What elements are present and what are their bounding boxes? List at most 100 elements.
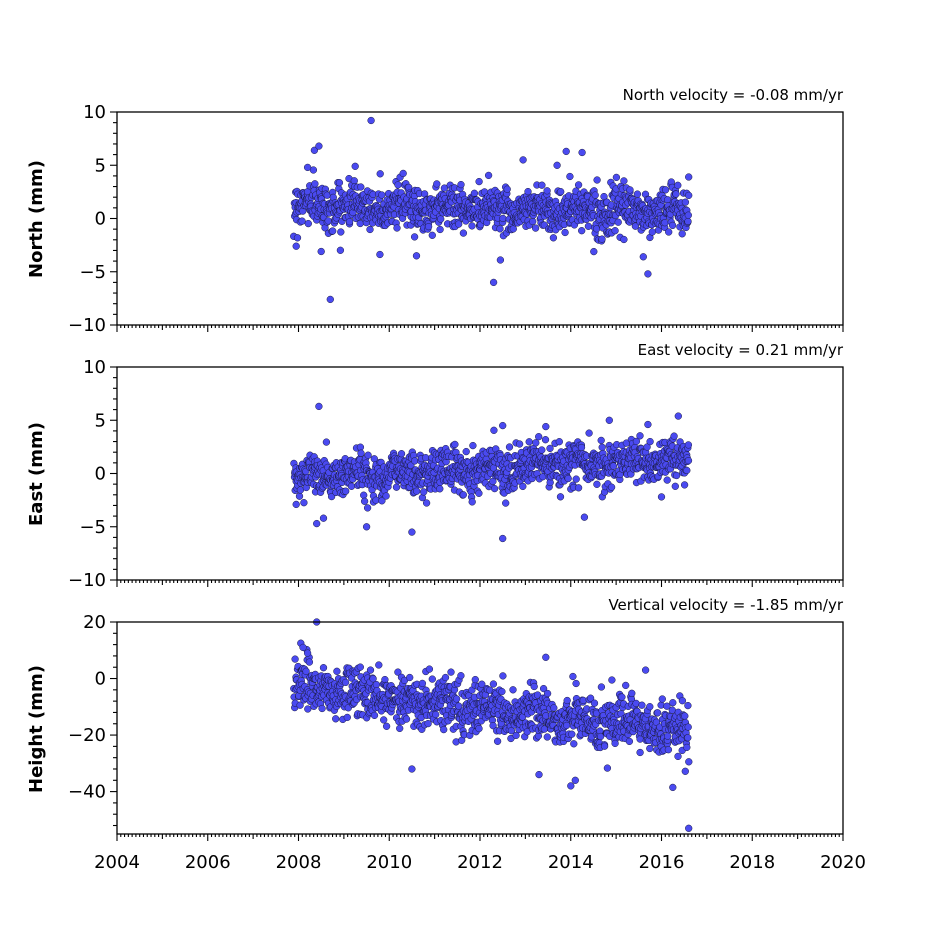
north-point [685,191,693,200]
height-point [406,673,414,682]
height-point [333,667,341,675]
east-point [469,441,477,450]
east-point [670,432,678,440]
north-point [357,183,365,191]
north-point [324,217,332,225]
height-point [475,724,483,733]
north-point [524,187,532,196]
east-point [413,487,421,495]
height-point [304,705,312,713]
north-point-outlier [644,270,652,278]
north-point [578,227,586,235]
east-point [475,489,483,497]
east-point [672,471,681,480]
height-point-outlier [641,666,650,674]
height-point [603,764,612,772]
north-ytick-label: −5 [79,262,106,283]
height-point [305,658,314,666]
height-point [441,673,450,682]
east-point [598,443,606,451]
north-point [549,234,558,242]
east-point-outlier [319,514,328,522]
north-point-outlier [519,156,527,164]
height-point [489,722,497,730]
east-point [632,437,641,446]
north-point [611,227,619,235]
height-point [380,716,388,724]
height-point [539,684,548,693]
height-point [684,734,692,742]
north-point-outlier [310,146,319,154]
east-point [609,462,618,470]
height-point [396,724,404,733]
north-point [437,215,445,223]
height-point [424,719,432,728]
height-point [489,680,498,688]
height-point [653,709,662,717]
height-point [681,712,689,720]
height-point-outlier [303,649,312,657]
east-point [684,441,693,449]
height-point [590,699,599,707]
height-point-outlier [571,776,579,784]
east-point-outlier [362,523,371,531]
east-point [327,492,336,501]
north-point-outlier [367,116,375,125]
east-point [532,439,540,447]
east-ytick-label: −10 [68,570,106,591]
north-point [593,176,601,184]
height-point [369,675,377,683]
east-x-axis [116,580,844,587]
height-point [646,703,654,711]
north-point [428,231,436,239]
height-point [509,686,517,694]
height-point [674,752,682,761]
north-point [620,235,628,244]
north-point [672,190,680,198]
north-point-outlier [639,253,647,261]
east-point [597,436,605,445]
north-point-outlier [489,278,498,287]
east-point [538,446,546,454]
height-point [563,721,571,730]
height-point [440,725,448,734]
north-axis-title: North (mm) [26,160,47,278]
height-point [572,679,580,688]
east-point [451,440,459,449]
height-point [646,744,654,753]
height-point [664,732,672,740]
north-point-outlier [685,173,693,181]
north-point [561,228,569,237]
height-panel: Vertical velocity = -1.85 mm/yr −40 −20 0 2… [26,596,866,873]
east-point [564,474,572,483]
north-point [345,218,354,226]
north-point [440,184,449,192]
north-point [457,180,465,189]
height-point [343,713,351,722]
north-point [626,186,634,194]
height-x-axis: 2004 2006 2008 2010 2012 2014 2016 2018 2020 [94,834,866,873]
height-point [452,695,461,703]
height-point [664,746,673,754]
north-point-outlier [315,142,323,150]
height-point [678,697,687,705]
east-point [459,491,467,499]
east-point [585,429,593,437]
east-velocity-label: East velocity = 0.21 mm/yr [638,341,844,359]
east-point [663,476,671,484]
north-velocity-label: North velocity = -0.08 mm/yr [623,86,844,104]
height-point [600,742,609,750]
north-x-axis [116,325,844,332]
east-point-outlier [292,500,300,509]
height-xtick-label: 2010 [366,852,412,873]
north-point [538,181,546,189]
north-point [394,181,402,189]
height-velocity-label: Vertical velocity = -1.85 mm/yr [608,596,843,614]
height-point [455,702,463,710]
east-point-outlier [315,402,323,411]
height-point [507,727,516,735]
north-point-outlier [317,247,325,256]
height-point [563,696,571,705]
north-point [459,229,468,237]
north-point [424,222,433,231]
